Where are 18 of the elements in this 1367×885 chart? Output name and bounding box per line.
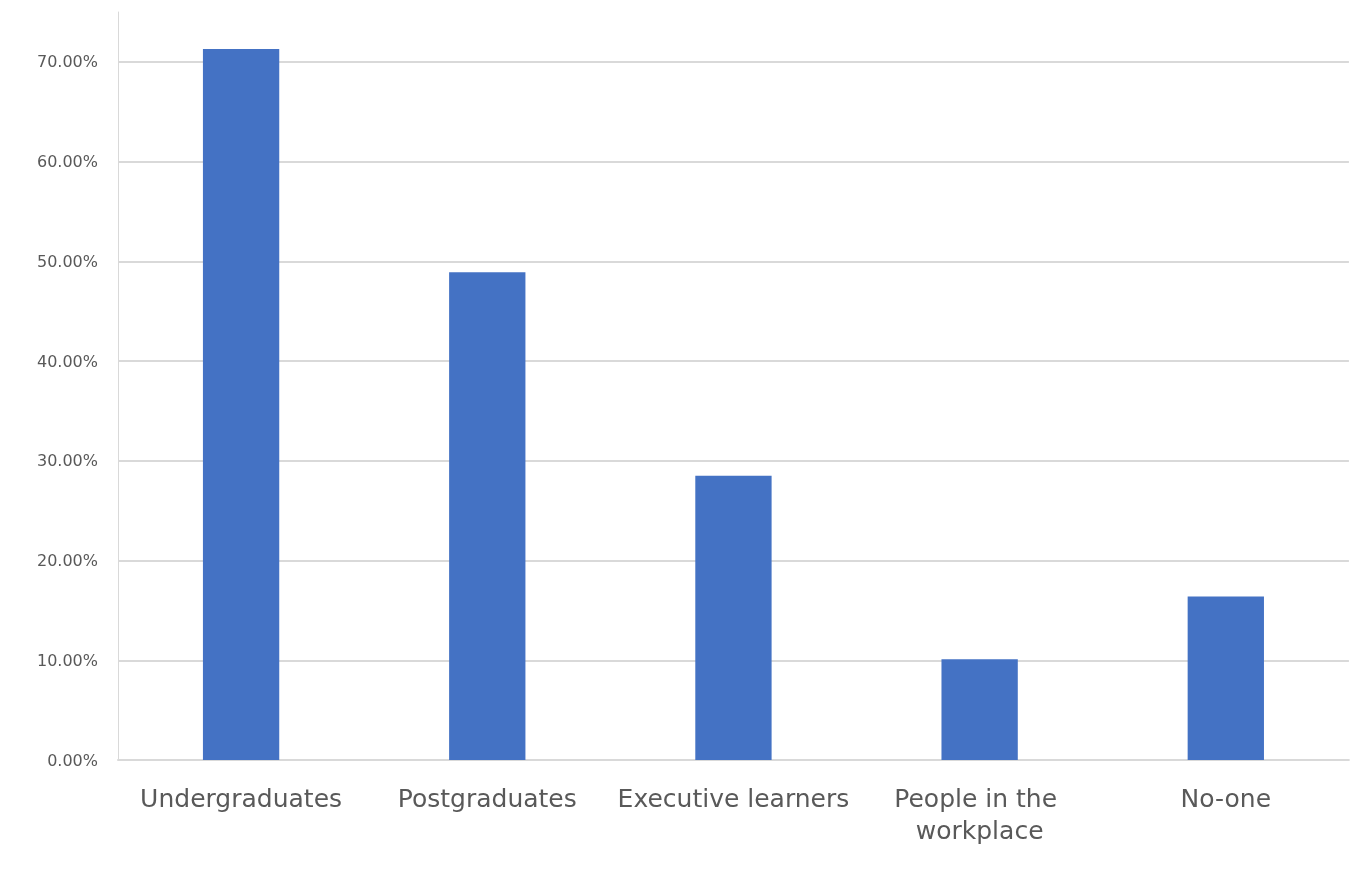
bar bbox=[941, 659, 1018, 760]
y-tick-label: 10.00% bbox=[36, 650, 98, 670]
x-tick-label: Undergraduates bbox=[140, 783, 343, 813]
y-tick-label: 70.00% bbox=[36, 52, 98, 72]
y-tick-label: 0.00% bbox=[47, 750, 98, 770]
x-tick-label: Executive learners bbox=[617, 783, 850, 813]
x-tick-label: No-one bbox=[1180, 783, 1272, 813]
y-tick-label: 60.00% bbox=[36, 152, 98, 172]
bar bbox=[202, 48, 280, 760]
x-tick-label: Postgraduates bbox=[397, 783, 577, 813]
y-tick-label: 50.00% bbox=[36, 251, 98, 271]
bar bbox=[695, 475, 772, 760]
bar bbox=[1187, 596, 1264, 760]
y-tick-label: 30.00% bbox=[36, 451, 98, 471]
bar bbox=[449, 272, 526, 760]
y-tick-label: 20.00% bbox=[36, 551, 98, 571]
x-tick-label: People in the workplace bbox=[894, 783, 1065, 845]
y-tick-label: 40.00% bbox=[36, 351, 98, 371]
